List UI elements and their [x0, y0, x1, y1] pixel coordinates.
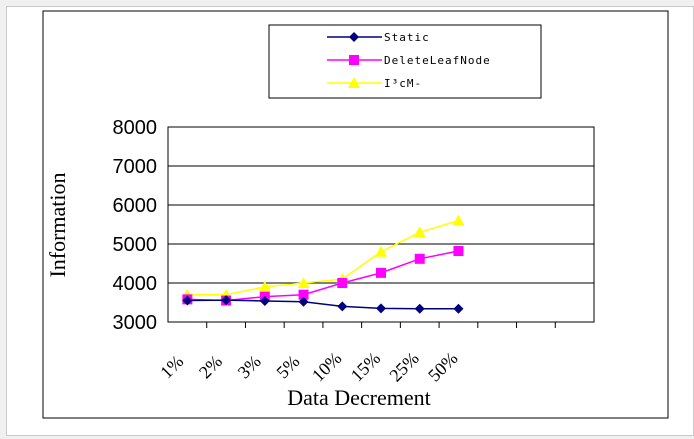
plot-area: [167, 126, 595, 328]
legend: Static DeleteLeafNode I³cM-: [268, 24, 542, 99]
data-point: [376, 303, 386, 314]
data-point: [258, 280, 271, 292]
data-point: [259, 295, 270, 306]
x-axis-title: Data Decrement: [287, 385, 431, 410]
legend-label: Static: [384, 31, 430, 44]
data-point: [376, 267, 386, 278]
y-tick-label: 4000: [113, 273, 158, 295]
data-point: [297, 277, 310, 288]
data-point: [221, 295, 232, 306]
y-tick-label: 3000: [113, 312, 158, 334]
legend-marker: [349, 32, 359, 42]
data-point: [413, 226, 426, 238]
series-line: [187, 299, 459, 310]
data-point: [298, 296, 309, 307]
data-point: [298, 289, 309, 300]
y-tick-label: 8000: [113, 117, 158, 139]
data-point: [452, 214, 465, 226]
data-point: [375, 245, 387, 257]
legend-label: I³cM-: [384, 77, 422, 90]
series-diamond: [182, 295, 464, 314]
legend-marker: [349, 55, 359, 65]
chart-frame: Static DeleteLeafNode I³cM- 8000 7000 6000 50…: [6, 6, 694, 436]
y-axis-title: Information: [45, 172, 70, 277]
data-point: [453, 246, 464, 257]
plot-area-border: [167, 126, 595, 323]
legend-label: DeleteLeafNode: [384, 54, 491, 67]
data-point: [414, 253, 425, 264]
line-chart: Static DeleteLeafNode I³cM- 8000 7000 6000 50…: [42, 10, 669, 419]
series-line: [187, 219, 459, 296]
data-point: [337, 278, 348, 288]
y-tick-label: 6000: [113, 195, 158, 217]
y-tick-label: 7000: [113, 156, 158, 178]
data-point: [414, 303, 425, 314]
data-point: [453, 303, 464, 314]
y-tick-label: 5000: [113, 234, 158, 256]
data-point: [182, 295, 193, 306]
data-point: [337, 301, 348, 312]
legend-marker: [348, 77, 360, 88]
legend-box: [268, 24, 542, 99]
